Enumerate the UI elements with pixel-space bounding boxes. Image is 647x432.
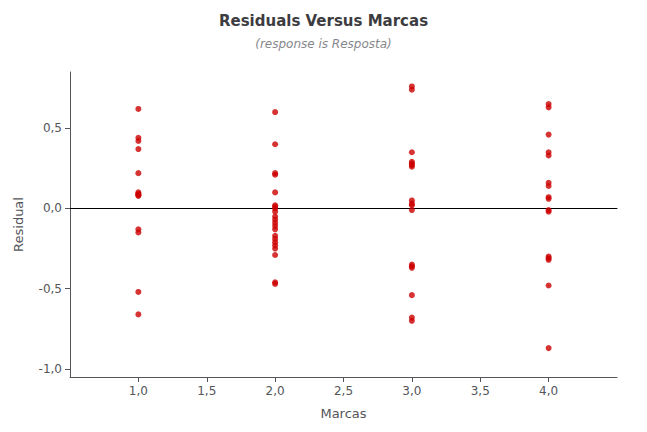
- svg-text:Residual: Residual: [11, 197, 26, 252]
- svg-text:Marcas: Marcas: [320, 406, 366, 421]
- svg-text:2,5: 2,5: [334, 384, 353, 398]
- svg-text:(response is Resposta): (response is Resposta): [255, 37, 392, 51]
- svg-text:Residuals Versus Marcas: Residuals Versus Marcas: [219, 12, 428, 30]
- svg-text:1,0: 1,0: [129, 384, 148, 398]
- svg-text:4,0: 4,0: [539, 384, 558, 398]
- svg-text:3,5: 3,5: [471, 384, 490, 398]
- svg-text:-1,0: -1,0: [39, 362, 62, 376]
- svg-text:2,0: 2,0: [266, 384, 285, 398]
- svg-text:0,5: 0,5: [43, 121, 62, 135]
- svg-text:-0,5: -0,5: [39, 282, 62, 296]
- svg-text:0,0: 0,0: [43, 201, 62, 215]
- svg-text:1,5: 1,5: [197, 384, 216, 398]
- svg-text:3,0: 3,0: [402, 384, 421, 398]
